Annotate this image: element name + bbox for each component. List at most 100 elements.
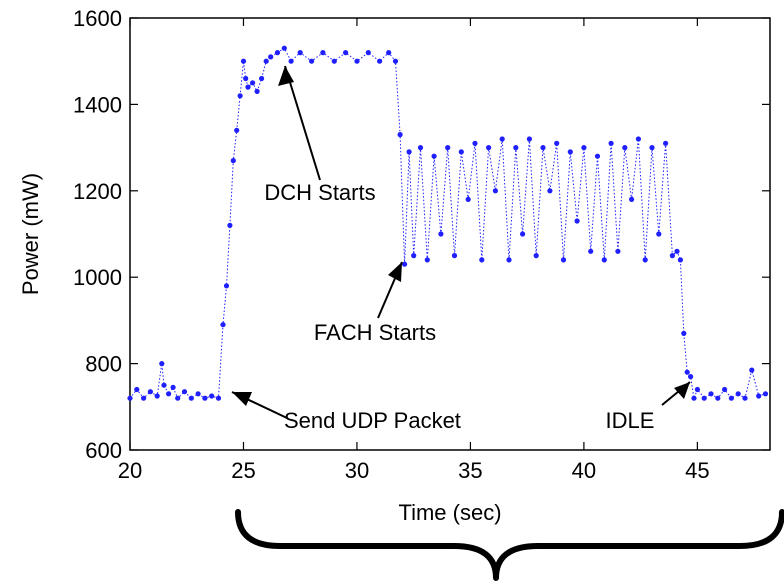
data-point	[209, 393, 215, 399]
data-point	[681, 330, 687, 336]
data-point	[629, 196, 635, 202]
data-point	[735, 391, 741, 397]
data-point	[722, 386, 728, 393]
data-point	[411, 253, 417, 259]
data-point	[615, 248, 621, 254]
data-point	[674, 248, 680, 254]
data-point	[195, 391, 201, 397]
data-point	[397, 132, 403, 138]
data-point	[756, 393, 762, 399]
data-point	[677, 257, 684, 263]
data-point	[691, 395, 697, 401]
x-tick-label: 25	[231, 458, 255, 483]
data-point	[451, 253, 458, 259]
data-point	[762, 391, 769, 397]
udp-label: Send UDP Packet	[284, 408, 461, 433]
data-point	[424, 257, 430, 263]
data-point	[230, 158, 236, 164]
data-point	[554, 140, 560, 146]
data-point	[188, 395, 194, 401]
data-point	[649, 145, 655, 151]
annotation-idle: IDLE	[606, 381, 691, 433]
data-point	[560, 257, 567, 263]
data-point	[354, 58, 360, 64]
y-tick-label: 600	[85, 438, 122, 463]
data-point	[608, 140, 614, 146]
data-point	[320, 50, 326, 56]
x-axis-label: Time (sec)	[398, 500, 501, 525]
data-point	[656, 231, 662, 237]
data-point	[581, 145, 587, 151]
data-point	[445, 145, 451, 151]
x-tick-label: 30	[345, 458, 369, 483]
data-point	[386, 50, 392, 56]
data-point	[392, 58, 399, 64]
data-point	[499, 136, 505, 142]
plot-frame	[129, 17, 771, 451]
data-point	[166, 391, 172, 397]
data-point	[431, 153, 437, 159]
data-point	[486, 145, 492, 151]
fach-arrowhead	[388, 262, 402, 282]
data-points	[127, 45, 769, 401]
y-axis-label: Power (mW)	[18, 173, 43, 295]
data-point	[594, 153, 601, 159]
data-point	[533, 253, 539, 259]
data-point	[574, 218, 580, 224]
data-point	[749, 367, 755, 373]
annotation-fach: FACH Starts	[314, 261, 436, 345]
data-point	[223, 283, 230, 289]
data-point	[215, 395, 222, 401]
data-point	[274, 50, 281, 56]
data-point	[141, 395, 147, 401]
data-point	[227, 222, 233, 228]
data-point	[492, 188, 498, 194]
dch-label: DCH Starts	[264, 180, 375, 205]
data-point	[237, 93, 243, 99]
data-point	[406, 149, 412, 155]
data-point	[513, 145, 519, 151]
data-point	[479, 257, 485, 263]
data-point	[154, 393, 160, 399]
data-point	[240, 58, 247, 64]
fach-label: FACH Starts	[314, 320, 436, 345]
data-point	[245, 84, 251, 90]
data-point	[234, 127, 240, 133]
data-point	[127, 395, 133, 401]
data-point	[343, 50, 349, 56]
data-point	[701, 395, 707, 401]
data-point	[588, 248, 594, 254]
data-point	[742, 395, 748, 401]
data-point	[170, 384, 176, 390]
data-point	[694, 386, 701, 393]
data-point	[728, 395, 735, 401]
y-tick-label: 1200	[73, 179, 122, 204]
y-tick-label: 1600	[73, 6, 122, 31]
data-point	[281, 45, 287, 51]
x-tick-label: 35	[458, 458, 482, 483]
data-point	[622, 145, 628, 151]
data-point	[259, 75, 265, 82]
data-point	[715, 395, 721, 401]
annotation-udp: Send UDP Packet	[231, 391, 461, 433]
data-point	[134, 386, 140, 393]
data-point	[220, 322, 226, 328]
data-point	[297, 50, 303, 56]
data-point	[288, 58, 294, 64]
axis-ticks	[129, 17, 770, 451]
data-point	[377, 58, 383, 64]
data-point	[601, 257, 607, 263]
udp-arrowhead	[232, 392, 252, 406]
data-point	[458, 149, 464, 155]
data-point	[540, 145, 546, 151]
curly-brace	[235, 509, 784, 581]
data-point	[669, 253, 676, 259]
data-point	[243, 75, 249, 82]
data-point	[506, 257, 512, 263]
data-point	[688, 374, 694, 380]
x-tick-label: 40	[572, 458, 596, 483]
data-point	[365, 50, 371, 56]
data-point	[642, 257, 648, 263]
data-point	[465, 196, 471, 202]
